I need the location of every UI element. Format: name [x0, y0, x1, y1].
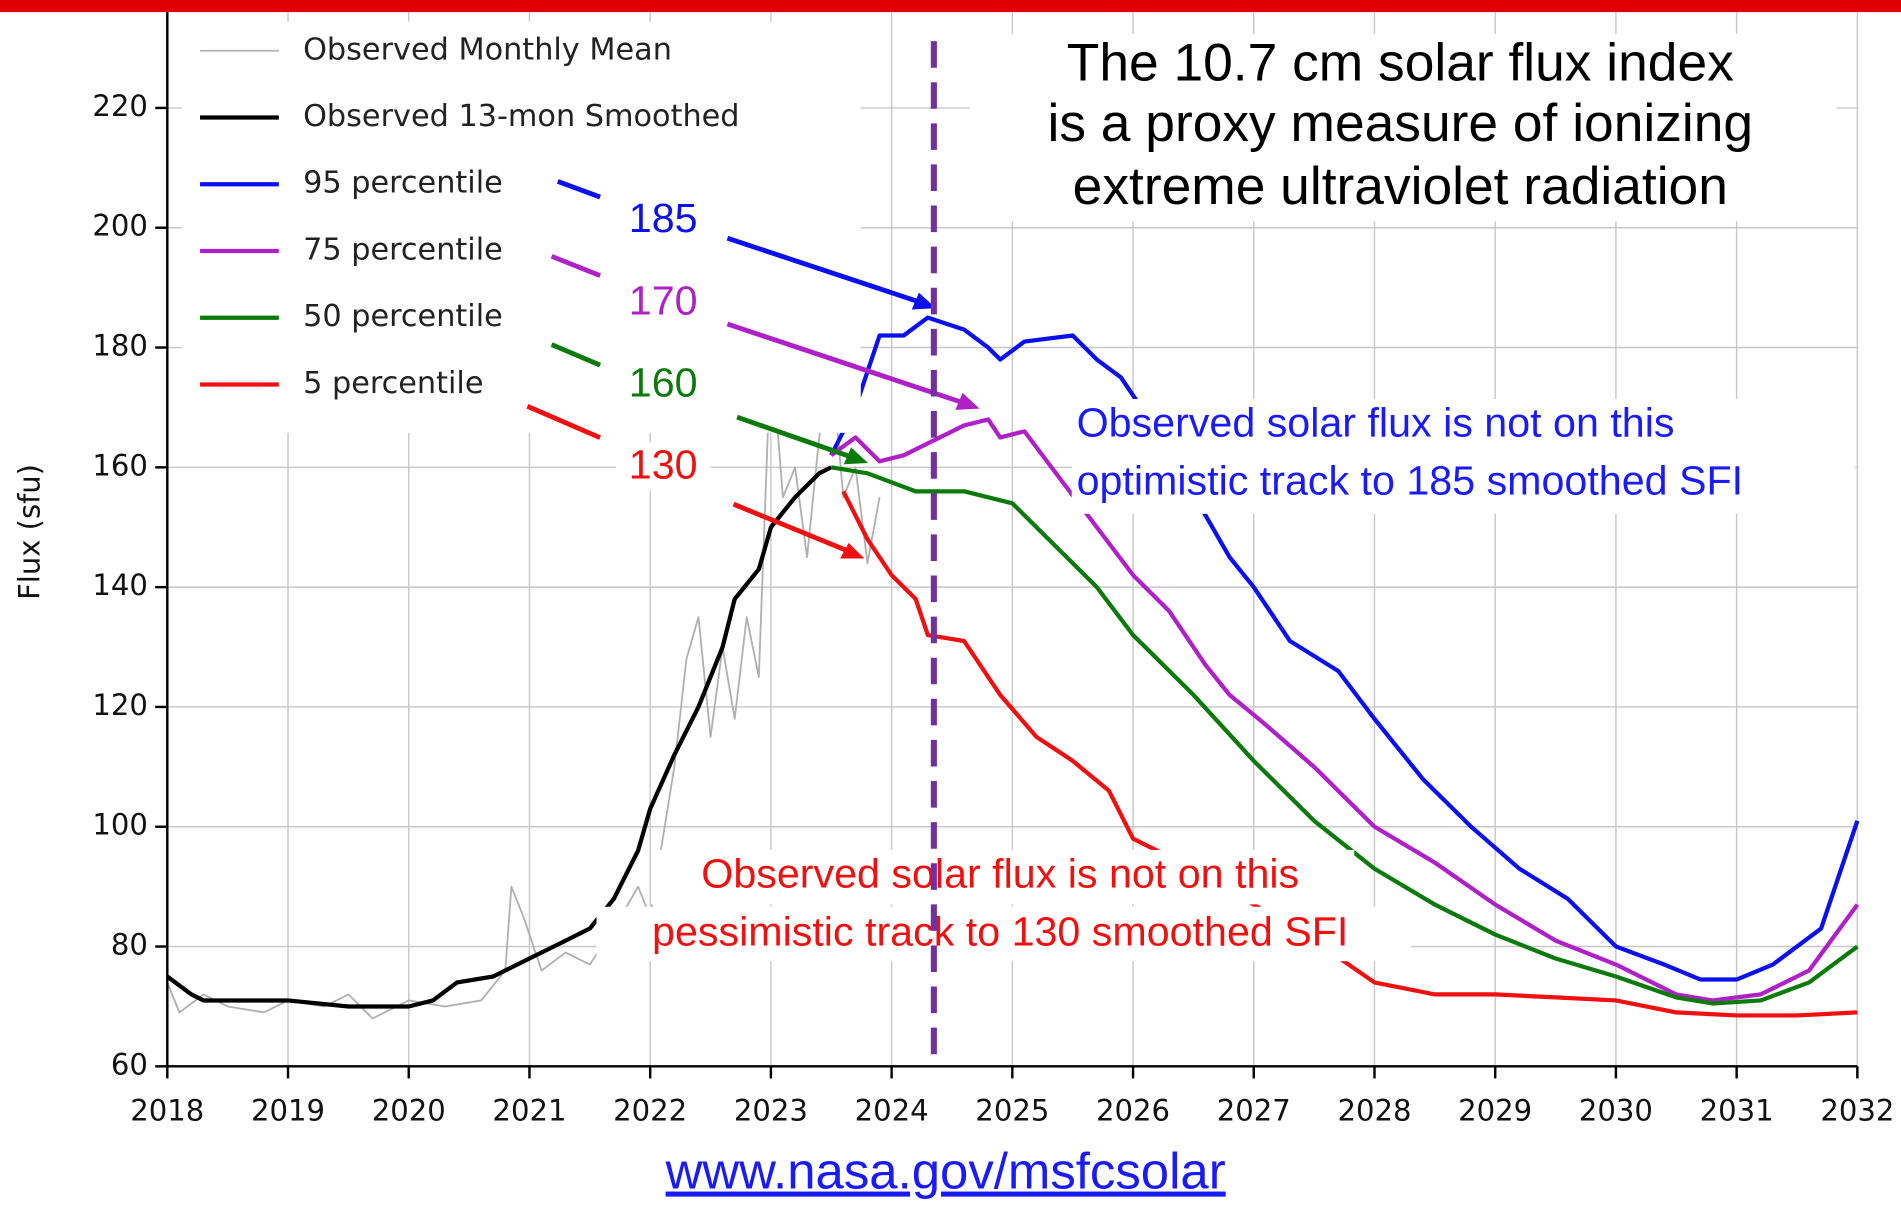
series-line — [829, 315, 1860, 982]
x-tick-label: 2023 — [734, 1093, 808, 1127]
y-tick-label: 80 — [111, 928, 148, 962]
label-bg — [615, 360, 711, 409]
legend-label: Observed Monthly Mean — [303, 32, 672, 67]
x-tick-label: 2018 — [130, 1093, 204, 1127]
y-tick-label: 120 — [92, 688, 148, 722]
x-tick-label: 2021 — [492, 1093, 566, 1127]
note-bg — [1071, 398, 1855, 514]
point-label: 160 — [629, 360, 698, 406]
label-bg — [615, 278, 711, 327]
point-label: 130 — [629, 442, 698, 488]
x-tick-label: 2026 — [1096, 1093, 1170, 1127]
x-tick-label: 2027 — [1217, 1093, 1291, 1127]
x-tick-label: 2025 — [975, 1093, 1049, 1127]
arrow — [732, 501, 856, 556]
point-label: 185 — [629, 195, 698, 241]
x-tick-label: 2019 — [251, 1093, 325, 1127]
arrow-head — [840, 542, 865, 559]
legend-label: 50 percentile — [303, 299, 503, 334]
optimistic-note: Observed solar flux is not on this — [1077, 399, 1675, 445]
legend: Observed Monthly Mean Observed 13-mon Smo… — [181, 21, 861, 433]
title-line: The 10.7 cm solar flux index — [1067, 34, 1734, 93]
series-line — [166, 346, 881, 1020]
x-tick-label: 2031 — [1700, 1093, 1774, 1127]
y-tick-label: 100 — [92, 808, 148, 842]
y-tick-label: 160 — [92, 448, 148, 482]
title-line: extreme ultraviolet radiation — [1073, 157, 1728, 216]
arrow-head — [843, 447, 869, 465]
arrow — [550, 342, 602, 368]
note-bg — [596, 906, 1412, 962]
y-tick-label: 140 — [92, 568, 148, 602]
annotations: The 10.7 cm solar flux index is a proxy … — [526, 33, 1855, 962]
x-tick-label: 2029 — [1458, 1093, 1532, 1127]
x-tick-label: 2024 — [855, 1093, 929, 1127]
legend-label: 95 percentile — [303, 166, 503, 201]
title-line: is a proxy measure of ionizing — [1047, 94, 1753, 153]
arrow-head — [955, 392, 980, 410]
top-bar — [0, 0, 1901, 13]
label-bg — [615, 195, 711, 245]
legend-label: Observed 13-mon Smoothed — [303, 99, 739, 134]
series-line — [830, 465, 1859, 1006]
y-tick-label: 180 — [92, 329, 148, 363]
x-tick-label: 2030 — [1579, 1093, 1653, 1127]
legend-label: 5 percentile — [303, 366, 483, 401]
arrow — [556, 179, 601, 200]
arrow — [526, 404, 602, 440]
label-bg — [615, 442, 711, 491]
arrow — [726, 235, 929, 307]
y-tick-label: 220 — [92, 89, 148, 123]
x-tick-label: 2028 — [1337, 1093, 1411, 1127]
x-tick-label: 2022 — [613, 1093, 687, 1127]
y-axis-label: Flux (sfu) — [12, 464, 46, 600]
source-link[interactable]: www.nasa.gov/msfcsolar — [665, 1143, 1226, 1200]
y-tick-label: 60 — [111, 1047, 148, 1081]
point-label: 170 — [629, 277, 698, 323]
arrow — [550, 254, 602, 278]
x-tick-label: 2032 — [1820, 1093, 1894, 1127]
legend-box — [181, 21, 861, 433]
pessimistic-note: Observed solar flux is not on this — [701, 850, 1299, 896]
note-bg — [651, 849, 1355, 905]
legend-label: 75 percentile — [303, 233, 503, 268]
y-tick-label: 200 — [92, 209, 148, 243]
arrow-head — [911, 292, 936, 310]
pessimistic-note: pessimistic track to 130 smoothed SFI — [652, 908, 1348, 954]
arrow — [726, 321, 971, 408]
axes: 60 80 100 120 140 160 180 200 220 2018 2019 2020 202… — [92, 12, 1894, 1127]
x-tick-label: 2020 — [372, 1093, 446, 1127]
arrow — [736, 414, 860, 462]
optimistic-note: optimistic track to 185 smoothed SFI — [1077, 458, 1744, 504]
series-line — [829, 417, 1860, 1003]
title-bg — [969, 33, 1837, 222]
